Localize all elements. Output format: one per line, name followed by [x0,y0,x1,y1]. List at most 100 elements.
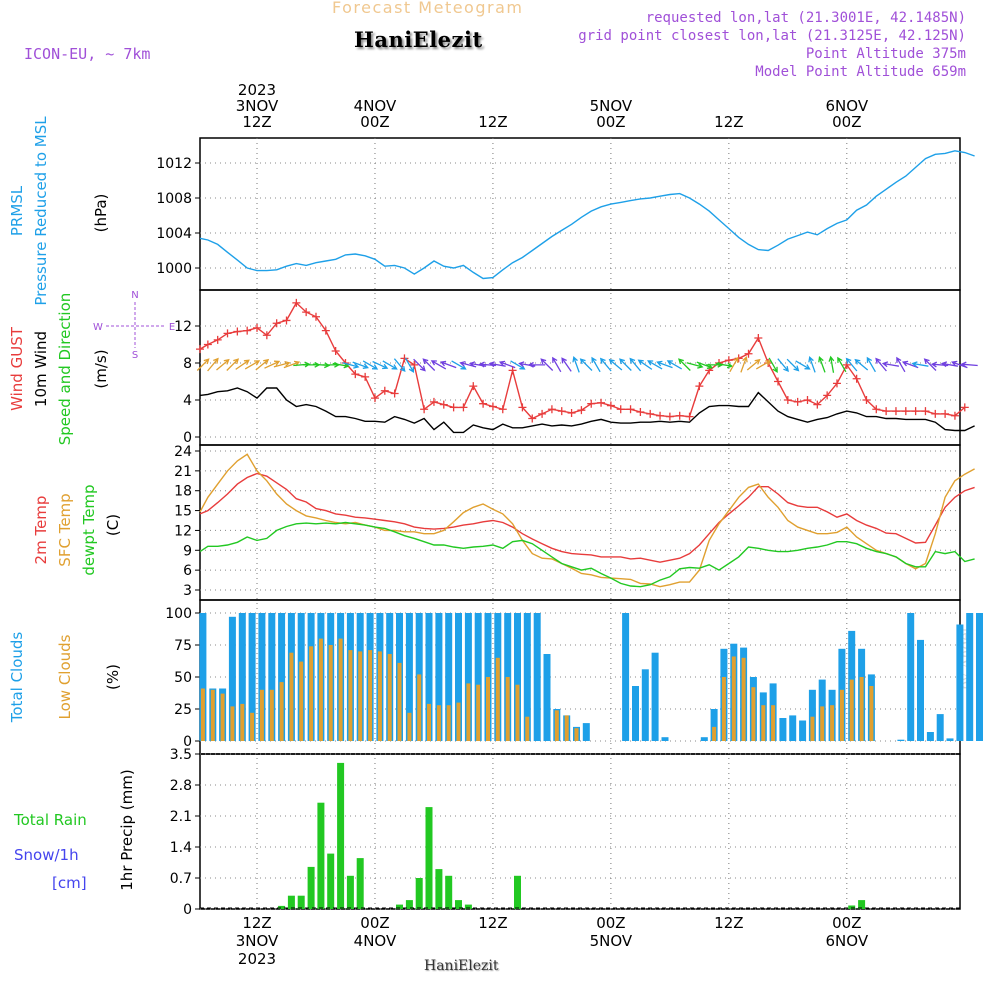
wind-direction-arrow [875,357,887,372]
gust-marker [243,326,252,335]
gust-marker [420,405,429,414]
gust-marker [587,399,596,408]
wind-direction-arrow [439,360,457,369]
gust-marker [960,403,969,412]
y-tick-label: 1.4 [170,840,192,856]
low-clouds-bar [387,654,392,741]
y-tick-label: 18 [174,484,192,500]
wind-direction-arrow [372,360,389,370]
gust-marker [508,366,517,375]
total-clouds-bar [946,738,954,741]
total-clouds-bar [268,613,276,741]
low-clouds-bar [348,650,353,741]
time-label-top: 00Z [596,113,625,131]
low-clouds-bar [554,710,559,741]
time-label-bottom: 00Z [596,914,625,932]
y-tick-label: 1008 [156,191,192,207]
wind-direction-arrow [264,360,281,369]
wind-10m-label: 10m Wind [32,331,50,407]
total-rain-label: Total Rain [13,811,87,829]
rain-bar [317,802,325,909]
prmsl-line [199,150,975,280]
gust-marker [941,409,950,418]
total-clouds-bar [956,624,964,741]
y-tick-label: 3.5 [170,747,192,763]
temp-sfc-label: SFC Temp [56,493,74,566]
low-clouds-bar [368,650,373,741]
location-name: HaniElezit [354,27,483,52]
chart-title: Forecast Meteogram [332,0,524,17]
y-tick-label: 100 [165,606,192,622]
gust-marker [950,411,959,420]
total-clouds-bar [632,686,639,741]
wind-direction-arrow [273,360,291,368]
gust-marker [656,411,665,420]
low-clouds-bar [731,656,736,741]
y-tick-label: 21 [174,464,192,480]
gust-marker [606,401,615,410]
gust-marker [370,394,379,403]
gust-marker [911,407,920,416]
wind-direction-arrow [255,358,270,371]
wind-direction-arrow [896,356,906,373]
wind-direction-arrow [413,358,426,372]
total-clouds-bar [199,613,207,741]
rain-bar [405,900,413,909]
wind-direction-arrow [866,356,876,373]
rain-bar [337,762,345,909]
wind-direction-arrow [608,358,623,371]
low-clouds-bar [250,712,255,741]
gust-marker [646,409,655,418]
time-label-bottom: 4NOV [354,932,397,950]
gust-marker [597,398,606,407]
total-clouds-bar [514,613,521,741]
total-clouds-bar [543,654,551,741]
gust-marker [695,382,704,391]
time-label-top: 2023 [238,81,276,99]
snow-unit-label: [cm] [52,874,87,892]
snow-label: Snow/1h [14,846,79,864]
gust-marker [302,308,311,317]
y-tick-label: 25 [174,702,192,718]
precip-unit-label: 1hr Precip (mm) [118,769,136,890]
temp-unit-label: (C) [104,514,122,536]
low-clouds-bar [407,712,412,741]
gust-marker [901,407,910,416]
wind-direction-arrow [637,359,653,370]
wind-unit-label: (m/s) [92,349,110,388]
gust-marker [439,400,448,409]
total-clouds-bar [897,739,905,741]
total-clouds-bar [455,613,462,741]
model-label: ICON-EU, ~ 7km [24,45,151,63]
compass-south: S [132,350,138,361]
total-clouds-bar [808,689,816,741]
temp-2m-label: 2m Temp [32,496,50,565]
wind-direction-arrow [795,360,811,370]
footer-location: HaniElezit [424,958,499,974]
wind-direction-arrow [393,358,406,373]
total-clouds-bar [622,613,630,741]
low-clouds-bar [318,638,323,741]
low-clouds-bar [436,705,441,741]
total-clouds-bar [474,613,482,741]
gust-marker [685,412,694,421]
wind-direction-arrow [478,361,497,368]
y-tick-label: 2.1 [170,809,192,825]
compass-west: W [93,322,103,333]
compass-rose: N W E S [93,290,175,361]
y-tick-label: 2.8 [170,778,192,794]
gust-marker [754,334,763,343]
wind-direction-arrow [540,358,554,371]
total-clouds-bar [435,613,443,741]
y-tick-label: 75 [174,638,192,654]
wind-gust-label: Wind GUST [8,326,26,411]
wind-direction-arrow [960,361,978,368]
total-clouds-bar [799,720,807,741]
rain-bar [346,875,354,909]
gust-marker [931,409,940,418]
wind-direction-arrow [686,362,704,369]
y-tick-label: 0 [183,430,192,446]
total-clouds-bar [238,613,246,741]
gust-marker [321,326,330,335]
y-tick-label: 0 [183,902,192,918]
